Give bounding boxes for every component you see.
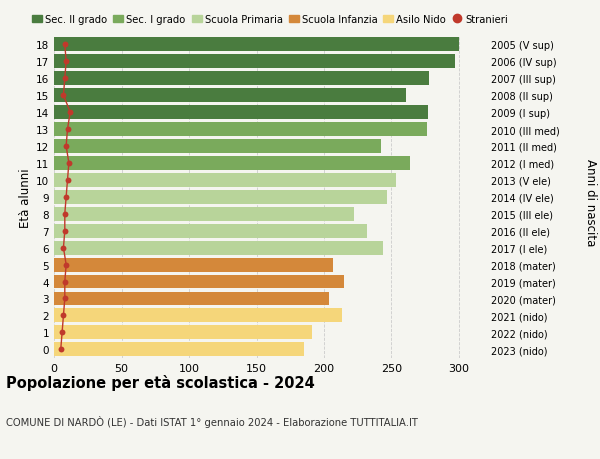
Bar (54, 342, 304, 357)
Point (63, 177, 72, 184)
Y-axis label: Età alunni: Età alunni (19, 168, 32, 227)
Bar (54, 174, 395, 187)
Text: Popolazione per età scolastica - 2024: Popolazione per età scolastica - 2024 (6, 374, 315, 390)
Point (59, 245, 68, 252)
Bar (54, 275, 344, 289)
Point (61, 194, 71, 201)
Bar (54, 89, 406, 103)
Point (58, 329, 67, 336)
Bar (54, 258, 334, 272)
Point (59, 92, 68, 100)
Point (59, 312, 68, 319)
Bar (54, 140, 381, 154)
Bar (54, 309, 341, 323)
Bar (54, 55, 455, 69)
Point (60, 211, 70, 218)
Bar (54, 72, 430, 86)
Point (61, 261, 71, 269)
Bar (54, 106, 428, 120)
Bar (54, 207, 354, 221)
Point (63, 126, 72, 134)
Bar (54, 224, 367, 238)
Bar (54, 38, 459, 52)
Bar (54, 326, 312, 340)
Point (61, 143, 71, 150)
Point (60, 295, 70, 302)
Point (61, 58, 71, 66)
Legend: Sec. II grado, Sec. I grado, Scuola Primaria, Scuola Infanzia, Asilo Nido, Stran: Sec. II grado, Sec. I grado, Scuola Prim… (28, 11, 512, 28)
Point (60, 75, 70, 83)
Point (65, 109, 75, 117)
Text: Anni di nascita: Anni di nascita (584, 158, 597, 246)
Point (56, 346, 65, 353)
Bar (54, 292, 329, 306)
Bar (54, 190, 388, 204)
Point (60, 278, 70, 285)
Bar (54, 157, 410, 170)
Point (64, 160, 74, 167)
Point (60, 41, 70, 49)
Bar (54, 241, 383, 255)
Bar (54, 123, 427, 137)
Text: COMUNE DI NARDÒ (LE) - Dati ISTAT 1° gennaio 2024 - Elaborazione TUTTITALIA.IT: COMUNE DI NARDÒ (LE) - Dati ISTAT 1° gen… (6, 415, 418, 427)
Point (60, 228, 70, 235)
